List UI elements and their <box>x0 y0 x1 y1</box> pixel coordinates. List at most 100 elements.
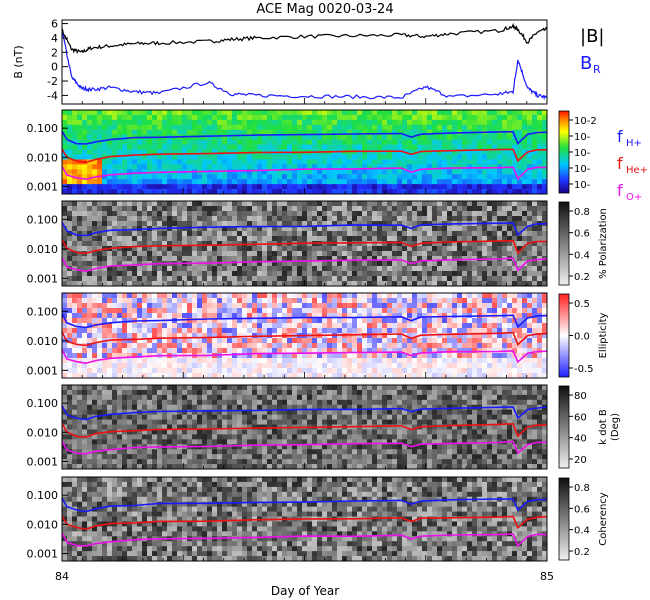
heatmap-cell <box>237 246 243 252</box>
heatmap-cell <box>117 353 123 359</box>
heatmap-cell <box>342 159 348 165</box>
heatmap-cell <box>482 343 488 349</box>
heatmap-cell <box>142 189 148 195</box>
heatmap-cell <box>272 236 278 242</box>
heatmap-cell <box>507 373 513 379</box>
heatmap-cell <box>417 134 423 140</box>
heatmap-cell <box>357 134 363 140</box>
heatmap-cell <box>472 276 478 282</box>
heatmap-cell <box>322 293 328 299</box>
heatmap-cell <box>87 266 93 272</box>
heatmap-cell <box>402 226 408 232</box>
heatmap-cell <box>377 169 383 175</box>
heatmap-cell <box>257 139 263 145</box>
heatmap-cell <box>217 114 223 121</box>
heatmap-cell <box>322 211 328 217</box>
heatmap-cell <box>357 211 363 217</box>
heatmap-cell <box>397 159 403 165</box>
heatmap-cell <box>247 114 253 121</box>
heatmap-cell <box>157 124 163 131</box>
heatmap-cell <box>367 343 373 349</box>
heatmap-cell <box>182 129 188 135</box>
heatmap-cell <box>437 164 443 170</box>
heatmap-cell <box>427 363 433 369</box>
heatmap-cell <box>427 328 433 334</box>
heatmap-cell <box>202 110 208 116</box>
heatmap-cell <box>142 201 148 207</box>
heatmap-cell <box>427 124 433 131</box>
heatmap-cell <box>272 358 278 364</box>
heatmap-cell <box>477 149 483 155</box>
heatmap-cell <box>517 293 523 299</box>
heatmap-cell <box>242 271 248 277</box>
heatmap-cell <box>542 323 548 329</box>
heatmap-cell <box>472 184 478 190</box>
heatmap-cell <box>457 266 463 272</box>
heatmap-cell <box>97 256 103 262</box>
heatmap-cell <box>537 318 543 324</box>
heatmap-cell <box>112 281 118 287</box>
heatmap-cell <box>202 266 208 272</box>
heatmap-cell <box>417 313 423 319</box>
heatmap-cell <box>307 201 313 207</box>
heatmap-cell <box>297 261 303 267</box>
heatmap-cell <box>492 216 498 222</box>
heatmap-cell <box>352 164 358 170</box>
heatmap-cell <box>82 323 88 329</box>
heatmap-cell <box>107 298 113 304</box>
heatmap-cell <box>132 110 138 116</box>
heatmap-cell <box>472 231 478 237</box>
heatmap-cell <box>177 164 183 170</box>
heatmap-cell <box>147 328 153 334</box>
heatmap-cell <box>397 246 403 252</box>
heatmap-cell <box>242 246 248 252</box>
heatmap-cell <box>157 114 163 121</box>
heatmap-cell <box>472 343 478 349</box>
heatmap-cell <box>357 241 363 247</box>
heatmap-cell <box>317 184 323 190</box>
heatmap-cell <box>522 184 528 190</box>
heatmap-cell <box>257 226 263 232</box>
heatmap-cell <box>402 293 408 299</box>
heatmap-cell <box>337 134 343 140</box>
heatmap-cell <box>287 308 293 314</box>
heatmap-cell <box>267 184 273 190</box>
heatmap-cell <box>507 206 513 212</box>
heatmap-cell <box>187 385 193 391</box>
heatmap-cell <box>532 363 538 369</box>
heatmap-cell <box>322 323 328 329</box>
heatmap-cell <box>512 174 518 180</box>
heatmap-cell <box>257 189 263 195</box>
heatmap-cell <box>282 184 288 190</box>
heatmap-cell <box>247 226 253 232</box>
heatmap-cell <box>437 216 443 222</box>
heatmap-cell <box>272 313 278 319</box>
heatmap-cell <box>232 149 238 155</box>
heatmap-cell <box>107 313 113 319</box>
heatmap-cell <box>252 110 258 116</box>
heatmap-cell <box>422 281 428 287</box>
heatmap-cell <box>342 221 348 227</box>
heatmap-cell <box>182 139 188 145</box>
heatmap-cell <box>297 139 303 145</box>
heatmap-cell <box>332 363 338 369</box>
heatmap-cell <box>157 184 163 190</box>
heatmap-cell <box>327 373 333 379</box>
heatmap-cell <box>457 256 463 262</box>
heatmap-cell <box>307 358 313 364</box>
heatmap-cell <box>262 189 268 195</box>
heatmap-cell <box>132 298 138 304</box>
heatmap-cell <box>332 169 338 175</box>
heatmap-cell <box>62 211 68 217</box>
heatmap-cell <box>417 271 423 277</box>
heatmap-cell <box>492 110 498 116</box>
heatmap-cell <box>142 333 148 339</box>
heatmap-cell <box>212 303 218 309</box>
heatmap-cell <box>147 236 153 242</box>
heatmap-cell <box>367 174 373 180</box>
heatmap-cell <box>232 318 238 324</box>
heatmap-cell <box>62 363 68 369</box>
heatmap-cell <box>257 313 263 319</box>
heatmap-cell <box>277 179 283 185</box>
heatmap-cell <box>222 139 228 145</box>
